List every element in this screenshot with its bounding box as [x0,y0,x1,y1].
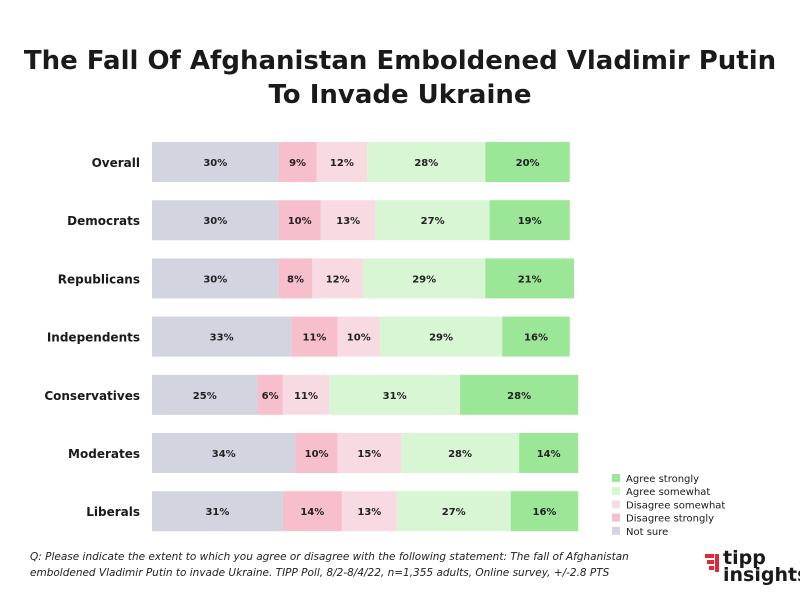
bar-republicans-disagree-strongly [278,258,313,299]
bar-liberals-not-sure [152,491,283,532]
data-label-overall-agree-strongly: 20% [516,158,540,169]
bar-moderates-not-sure [152,433,296,473]
bar-independents-agree-strongly [502,316,570,357]
bar-conservatives-disagree-strongly [257,374,283,415]
bar-moderates-disagree-somewhat [337,433,401,473]
data-label-democrats-not-sure: 30% [203,216,227,227]
data-label-moderates-disagree-strongly: 10% [305,449,329,460]
legend-label-disagree-strongly: Disagree strongly [626,514,714,525]
data-label-overall-disagree-strongly: 9% [289,158,306,169]
survey-footnote: Q: Please indicate the extent to which y… [30,549,670,581]
bar-republicans-agree-strongly [485,258,574,299]
bar-moderates-disagree-strongly [295,433,338,473]
bar-democrats-disagree-somewhat [320,200,376,241]
data-label-conservatives-agree-somewhat: 31% [383,391,407,402]
data-label-independents-disagree-somewhat: 10% [347,333,371,344]
bar-moderates-agree-strongly [519,433,579,473]
bar-republicans-not-sure [152,258,279,299]
data-label-independents-disagree-strongly: 11% [303,333,327,344]
bar-liberals-disagree-somewhat [341,491,397,532]
bar-democrats-disagree-strongly [278,200,321,241]
category-label-liberals: Liberals [86,505,140,519]
legend-swatch-disagree-somewhat [612,500,620,509]
bar-moderates-agree-somewhat [400,433,520,473]
data-label-democrats-agree-somewhat: 27% [421,216,445,227]
category-label-independents: Independents [47,331,140,345]
bar-conservatives-agree-somewhat [329,374,461,415]
category-label-democrats: Democrats [67,214,140,228]
bar-republicans-agree-somewhat [363,258,486,299]
data-label-republicans-agree-somewhat: 29% [412,274,436,285]
bar-overall-agree-strongly [485,142,570,182]
bar-democrats-agree-strongly [489,200,570,241]
data-label-conservatives-agree-strongly: 28% [507,391,531,402]
legend-label-agree-strongly: Agree strongly [626,474,699,485]
category-label-conservatives: Conservatives [44,389,140,403]
data-label-conservatives-disagree-strongly: 6% [262,391,279,402]
data-label-moderates-disagree-somewhat: 15% [357,449,381,460]
category-label-republicans: Republicans [58,272,140,286]
data-label-moderates-agree-strongly: 14% [537,449,561,460]
data-label-independents-agree-somewhat: 29% [429,333,453,344]
stacked-bar-chart: Overall 30% 9% 12% 28% 20% Democrats 30% 10% 13% 2… [44,142,725,538]
data-label-liberals-disagree-strongly: 14% [300,507,324,518]
bar-independents-not-sure [152,316,292,357]
data-label-liberals-not-sure: 31% [205,507,229,518]
bar-independents-agree-somewhat [379,316,503,357]
data-label-overall-not-sure: 30% [203,158,227,169]
footnote-line-2: emboldened Vladimir Putin to invade Ukra… [30,567,610,579]
legend-swatch-not-sure [612,526,620,535]
bar-conservatives-agree-strongly [460,374,579,415]
data-label-democrats-disagree-somewhat: 13% [336,216,360,227]
data-label-democrats-disagree-strongly: 10% [288,216,312,227]
data-label-republicans-not-sure: 30% [203,274,227,285]
data-label-republicans-disagree-somewhat: 12% [326,274,350,285]
data-label-conservatives-not-sure: 25% [193,391,217,402]
data-label-republicans-disagree-strongly: 8% [287,274,304,285]
data-label-overall-agree-somewhat: 28% [414,158,438,169]
data-label-liberals-disagree-somewhat: 13% [357,507,381,518]
legend-swatch-agree-somewhat [612,487,620,496]
data-label-democrats-agree-strongly: 19% [518,216,542,227]
bar-overall-not-sure [152,142,279,182]
category-label-overall: Overall [92,156,140,170]
legend-label-agree-somewhat: Agree somewhat [626,487,710,498]
data-label-independents-agree-strongly: 16% [524,333,548,344]
data-label-republicans-agree-strongly: 21% [518,274,542,285]
bar-independents-disagree-somewhat [337,316,380,357]
legend-label-not-sure: Not sure [626,527,668,538]
tipp-insights-logo: tipp insights [705,547,800,585]
bar-democrats-agree-somewhat [375,200,490,241]
bar-overall-agree-somewhat [367,142,486,182]
bar-independents-disagree-strongly [291,316,338,357]
logo-text-bottom: insights [723,564,800,586]
bar-conservatives-not-sure [152,374,258,415]
logo-text-top: tipp [723,547,766,569]
bar-democrats-not-sure [152,200,279,241]
category-label-moderates: Moderates [68,447,140,461]
chart-title: The Fall Of Afghanistan Emboldened Vladi… [0,44,800,112]
chart-title-line-2: To Invade Ukraine [268,80,532,110]
data-label-moderates-not-sure: 34% [212,449,236,460]
data-label-independents-not-sure: 33% [210,333,234,344]
bar-overall-disagree-strongly [278,142,317,182]
data-label-overall-disagree-somewhat: 12% [330,158,354,169]
bar-liberals-agree-strongly [510,491,579,532]
bar-liberals-agree-somewhat [396,491,511,532]
legend-label-disagree-somewhat: Disagree somewhat [626,500,725,511]
logo-mark-icon [705,554,719,572]
footnote-line-1: Q: Please indicate the extent to which y… [30,551,629,563]
bar-conservatives-disagree-somewhat [282,374,330,415]
data-label-liberals-agree-somewhat: 27% [442,507,466,518]
data-label-conservatives-disagree-somewhat: 11% [294,391,318,402]
data-label-moderates-agree-somewhat: 28% [448,449,472,460]
bar-republicans-disagree-somewhat [312,258,363,299]
legend-swatch-agree-strongly [612,474,620,482]
bar-liberals-disagree-strongly [282,491,342,532]
chart-title-line-1: The Fall Of Afghanistan Emboldened Vladi… [23,46,777,76]
bar-overall-disagree-somewhat [316,142,368,182]
legend-swatch-disagree-strongly [612,513,620,522]
data-label-liberals-agree-strongly: 16% [532,507,556,518]
